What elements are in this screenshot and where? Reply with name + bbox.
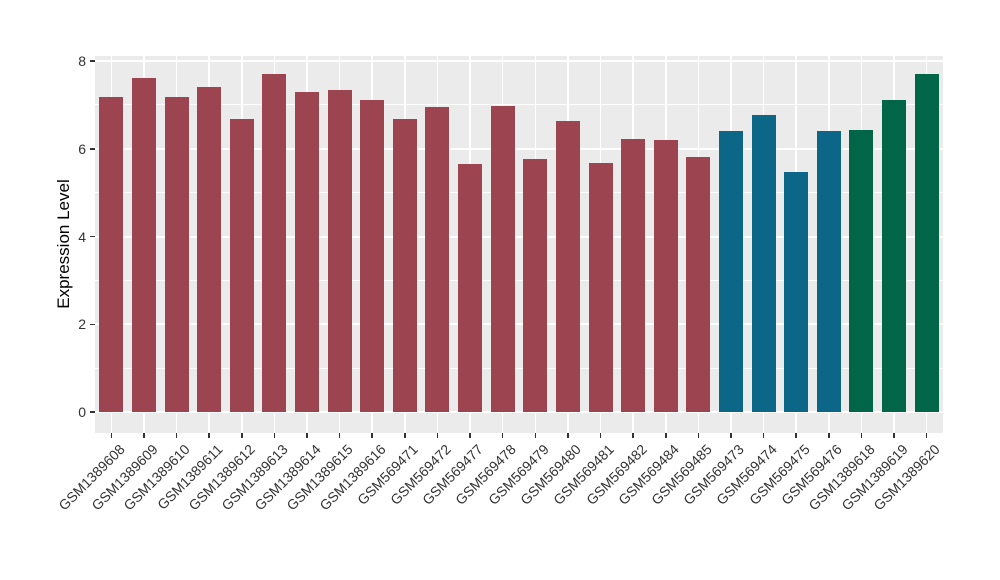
bar-GSM1389620 (914, 74, 939, 412)
x-tick-mark (469, 433, 471, 438)
x-tick-mark (697, 433, 700, 438)
minor-gridline (95, 367, 943, 369)
x-tick-mark (665, 433, 667, 438)
x-tick-mark (371, 433, 373, 438)
x-tick-mark (762, 433, 765, 438)
x-tick-mark (925, 433, 928, 438)
bar-GSM569481 (588, 162, 613, 412)
x-tick-mark (501, 433, 504, 438)
bar-GSM569473 (719, 131, 743, 412)
x-tick-mark (143, 433, 145, 438)
x-tick-mark (534, 433, 537, 438)
x-tick-mark (795, 433, 797, 438)
x-tick-mark (306, 433, 308, 438)
bar-GSM1389615 (327, 89, 352, 412)
y-tick-label: 0 (78, 404, 86, 420)
bar-GSM1389613 (262, 74, 287, 412)
x-tick-mark (730, 433, 732, 438)
bar-GSM569471 (392, 119, 417, 412)
x-tick-mark (860, 433, 863, 438)
y-tick-label: 6 (78, 140, 86, 157)
major-gridline (95, 323, 943, 326)
bar-GSM1389609 (131, 78, 156, 412)
bar-GSM569476 (816, 131, 841, 412)
x-tick-mark (632, 433, 634, 438)
plot-panel (95, 56, 943, 433)
y-tick-mark (90, 148, 95, 150)
bar-GSM569479 (523, 159, 548, 412)
x-tick-mark (110, 433, 113, 438)
major-gridline (95, 60, 943, 62)
y-tick-mark (90, 411, 95, 413)
x-tick-mark (241, 433, 243, 438)
x-tick-mark (338, 433, 341, 438)
bar-GSM569474 (751, 114, 776, 412)
y-tick-mark (90, 235, 95, 238)
bar-GSM569475 (784, 172, 809, 412)
bar-GSM1389610 (164, 97, 189, 412)
bar-GSM569472 (425, 107, 450, 412)
x-tick-mark (828, 433, 830, 438)
bar-GSM1389611 (197, 87, 222, 412)
bar-GSM1389618 (849, 129, 874, 412)
bar-GSM1389614 (295, 92, 319, 412)
x-tick-mark (273, 433, 276, 438)
x-tick-mark (567, 433, 569, 438)
x-tick-mark (175, 433, 178, 438)
major-gridline (95, 411, 943, 413)
bar-GSM1389616 (360, 100, 385, 412)
major-gridline (95, 147, 943, 150)
minor-gridline (95, 192, 943, 194)
x-tick-mark (599, 433, 602, 438)
bar-GSM569484 (653, 139, 678, 412)
x-tick-mark (436, 433, 439, 438)
bar-GSM569485 (686, 156, 711, 412)
y-tick-label: 2 (78, 316, 86, 333)
bar-GSM569478 (490, 106, 515, 412)
x-tick-mark (208, 433, 210, 438)
bar-GSM1389608 (99, 96, 124, 412)
bar-GSM1389619 (882, 100, 907, 412)
major-gridline (95, 235, 943, 238)
minor-gridline (95, 279, 943, 281)
minor-gridline (95, 104, 943, 106)
x-tick-mark (893, 433, 895, 438)
bar-GSM1389612 (229, 118, 254, 412)
bar-GSM569480 (555, 121, 580, 412)
y-tick-mark (90, 60, 95, 62)
bar-GSM569477 (458, 164, 483, 412)
y-tick-label: 8 (78, 53, 86, 69)
bar-GSM569482 (621, 139, 646, 412)
x-tick-mark (404, 433, 406, 438)
y-tick-label: 4 (78, 228, 86, 245)
y-tick-mark (90, 323, 95, 325)
